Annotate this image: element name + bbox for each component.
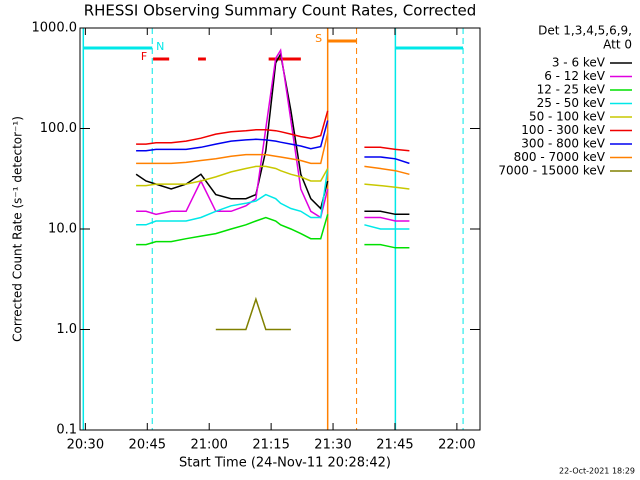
series-line	[215, 296, 291, 331]
series-line	[136, 132, 329, 165]
series-line	[364, 224, 410, 230]
legend-label: 12 - 25 keV	[537, 83, 606, 97]
flag-label: F	[141, 50, 147, 63]
x-tick-label: 20:30	[67, 438, 104, 453]
series-line	[364, 243, 410, 249]
series-line	[364, 210, 410, 216]
series-line	[136, 165, 329, 187]
x-tick-label: 21:00	[190, 438, 227, 453]
legend-label: 3 - 6 keV	[552, 56, 606, 70]
legend-label: 800 - 7000 keV	[514, 150, 606, 164]
x-tick-label: 21:45	[376, 438, 413, 453]
x-tick-label: 21:15	[252, 438, 289, 453]
legend-label: 100 - 300 keV	[521, 123, 605, 137]
legend-title: Att 0	[603, 38, 632, 52]
series-line	[136, 168, 329, 226]
x-axis-label: Start Time (24-Nov-11 20:28:42)	[179, 456, 391, 471]
x-tick-label: 20:45	[129, 438, 166, 453]
series-line	[136, 120, 329, 152]
series-line	[364, 146, 410, 152]
y-tick-label: 0.1	[56, 423, 77, 438]
legend-label: 6 - 12 keV	[544, 69, 606, 83]
legend-label: 7000 - 15000 keV	[498, 164, 605, 178]
legend-label: 50 - 100 keV	[529, 110, 606, 124]
series-line	[364, 216, 410, 222]
y-tick-label: 100.0	[40, 121, 77, 136]
y-tick-label: 1000.0	[32, 21, 78, 36]
flag-label: S	[315, 32, 322, 45]
y-tick-label: 10.0	[48, 222, 77, 237]
legend-title: Det 1,3,4,5,6,9,	[538, 24, 632, 38]
series-line	[364, 183, 410, 190]
y-tick-label: 1.0	[56, 322, 77, 337]
series-line	[364, 165, 410, 176]
series-line	[364, 156, 410, 165]
y-axis-label: Corrected Count Rate (s⁻¹ detector⁻¹)	[11, 116, 25, 342]
series-line	[136, 110, 329, 145]
footer: 22-Oct-2021 18:29	[559, 467, 635, 476]
series-line	[136, 214, 329, 246]
legend-label: 300 - 800 keV	[521, 137, 605, 151]
chart-title: RHESSI Observing Summary Count Rates, Co…	[84, 2, 477, 20]
legend-label: 25 - 50 keV	[537, 96, 606, 110]
x-tick-label: 21:30	[314, 438, 351, 453]
flag-label: N	[156, 40, 164, 53]
x-tick-label: 22:00	[438, 438, 475, 453]
